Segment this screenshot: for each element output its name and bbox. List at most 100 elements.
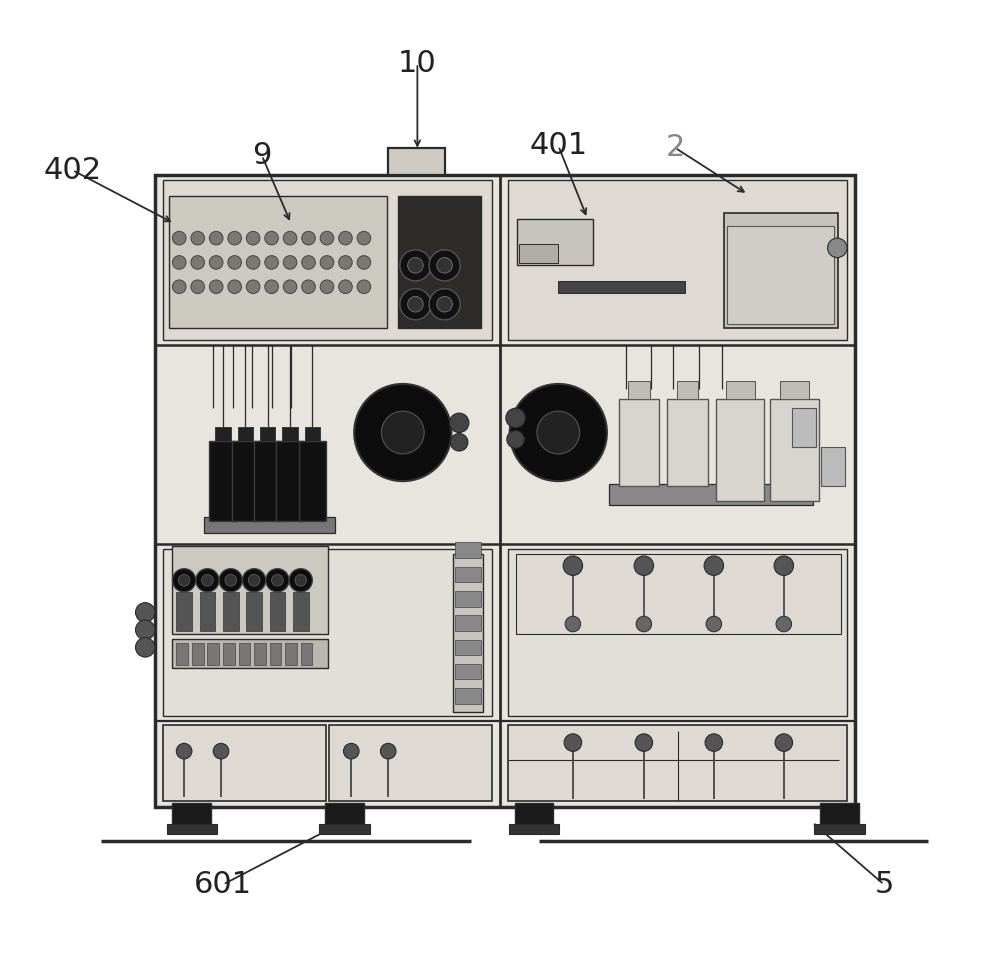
Text: 5: 5 xyxy=(874,870,894,899)
Bar xyxy=(176,643,188,665)
Bar xyxy=(677,381,698,399)
Bar xyxy=(820,803,859,826)
Circle shape xyxy=(563,556,583,575)
Circle shape xyxy=(828,238,847,258)
Bar xyxy=(200,592,215,631)
Bar xyxy=(455,664,481,679)
Circle shape xyxy=(219,569,242,592)
Bar xyxy=(172,546,328,634)
Text: 2: 2 xyxy=(665,133,685,162)
Text: 10: 10 xyxy=(398,49,437,78)
Circle shape xyxy=(172,280,186,294)
Circle shape xyxy=(302,256,315,269)
Bar xyxy=(558,281,685,293)
Bar xyxy=(167,824,217,834)
Bar xyxy=(285,643,297,665)
Circle shape xyxy=(246,280,260,294)
Bar xyxy=(821,447,845,486)
Text: 401: 401 xyxy=(529,131,587,160)
Bar xyxy=(305,427,320,441)
Bar xyxy=(609,484,813,505)
Bar xyxy=(780,381,809,399)
Bar xyxy=(260,427,275,441)
Bar xyxy=(455,542,481,558)
Bar xyxy=(388,148,445,175)
Bar xyxy=(172,803,211,826)
Bar xyxy=(215,427,231,441)
Bar xyxy=(509,824,559,834)
Circle shape xyxy=(248,574,260,586)
Circle shape xyxy=(302,231,315,245)
Circle shape xyxy=(507,431,524,448)
Bar xyxy=(792,408,816,447)
Circle shape xyxy=(283,280,297,294)
Circle shape xyxy=(408,258,423,273)
Circle shape xyxy=(191,256,205,269)
Circle shape xyxy=(302,280,315,294)
Circle shape xyxy=(265,280,278,294)
Circle shape xyxy=(357,231,371,245)
Circle shape xyxy=(320,256,334,269)
Circle shape xyxy=(135,603,155,622)
Bar xyxy=(516,554,841,634)
Bar xyxy=(239,643,250,665)
Bar xyxy=(453,554,483,712)
Circle shape xyxy=(704,556,724,575)
Bar xyxy=(628,381,650,399)
Circle shape xyxy=(266,569,289,592)
Bar xyxy=(667,399,708,486)
Circle shape xyxy=(320,280,334,294)
Bar xyxy=(724,213,838,328)
Bar xyxy=(619,399,659,486)
Bar xyxy=(209,441,237,521)
Bar xyxy=(172,639,328,668)
Circle shape xyxy=(344,744,359,759)
Circle shape xyxy=(537,411,580,454)
Circle shape xyxy=(172,231,186,245)
Bar xyxy=(319,824,370,834)
Circle shape xyxy=(228,256,241,269)
Circle shape xyxy=(408,296,423,312)
Bar xyxy=(517,219,593,265)
Circle shape xyxy=(135,620,155,640)
Circle shape xyxy=(209,256,223,269)
Bar xyxy=(455,688,481,704)
Circle shape xyxy=(564,734,582,751)
Circle shape xyxy=(225,574,237,586)
Circle shape xyxy=(283,256,297,269)
Bar xyxy=(163,549,492,716)
Circle shape xyxy=(272,574,283,586)
Circle shape xyxy=(636,616,652,632)
Bar xyxy=(398,196,481,328)
Text: 601: 601 xyxy=(194,870,252,899)
Circle shape xyxy=(209,231,223,245)
Bar xyxy=(716,399,764,501)
Bar xyxy=(455,591,481,607)
Bar xyxy=(455,640,481,655)
Circle shape xyxy=(295,574,307,586)
Circle shape xyxy=(450,434,468,451)
Circle shape xyxy=(449,413,469,433)
Circle shape xyxy=(776,616,792,632)
Bar xyxy=(204,517,335,533)
Circle shape xyxy=(437,258,452,273)
Circle shape xyxy=(429,250,460,281)
Bar xyxy=(246,592,262,631)
Bar xyxy=(163,725,326,801)
Text: 9: 9 xyxy=(252,141,272,170)
Bar xyxy=(508,180,847,340)
Bar xyxy=(155,175,855,807)
Bar xyxy=(508,725,847,801)
Circle shape xyxy=(339,280,352,294)
Circle shape xyxy=(178,574,190,586)
Circle shape xyxy=(400,289,431,320)
Circle shape xyxy=(191,280,205,294)
Circle shape xyxy=(135,638,155,657)
Circle shape xyxy=(202,574,213,586)
Circle shape xyxy=(246,231,260,245)
Bar xyxy=(207,643,219,665)
Circle shape xyxy=(289,569,312,592)
Circle shape xyxy=(380,744,396,759)
Bar xyxy=(254,643,266,665)
Bar xyxy=(254,441,281,521)
